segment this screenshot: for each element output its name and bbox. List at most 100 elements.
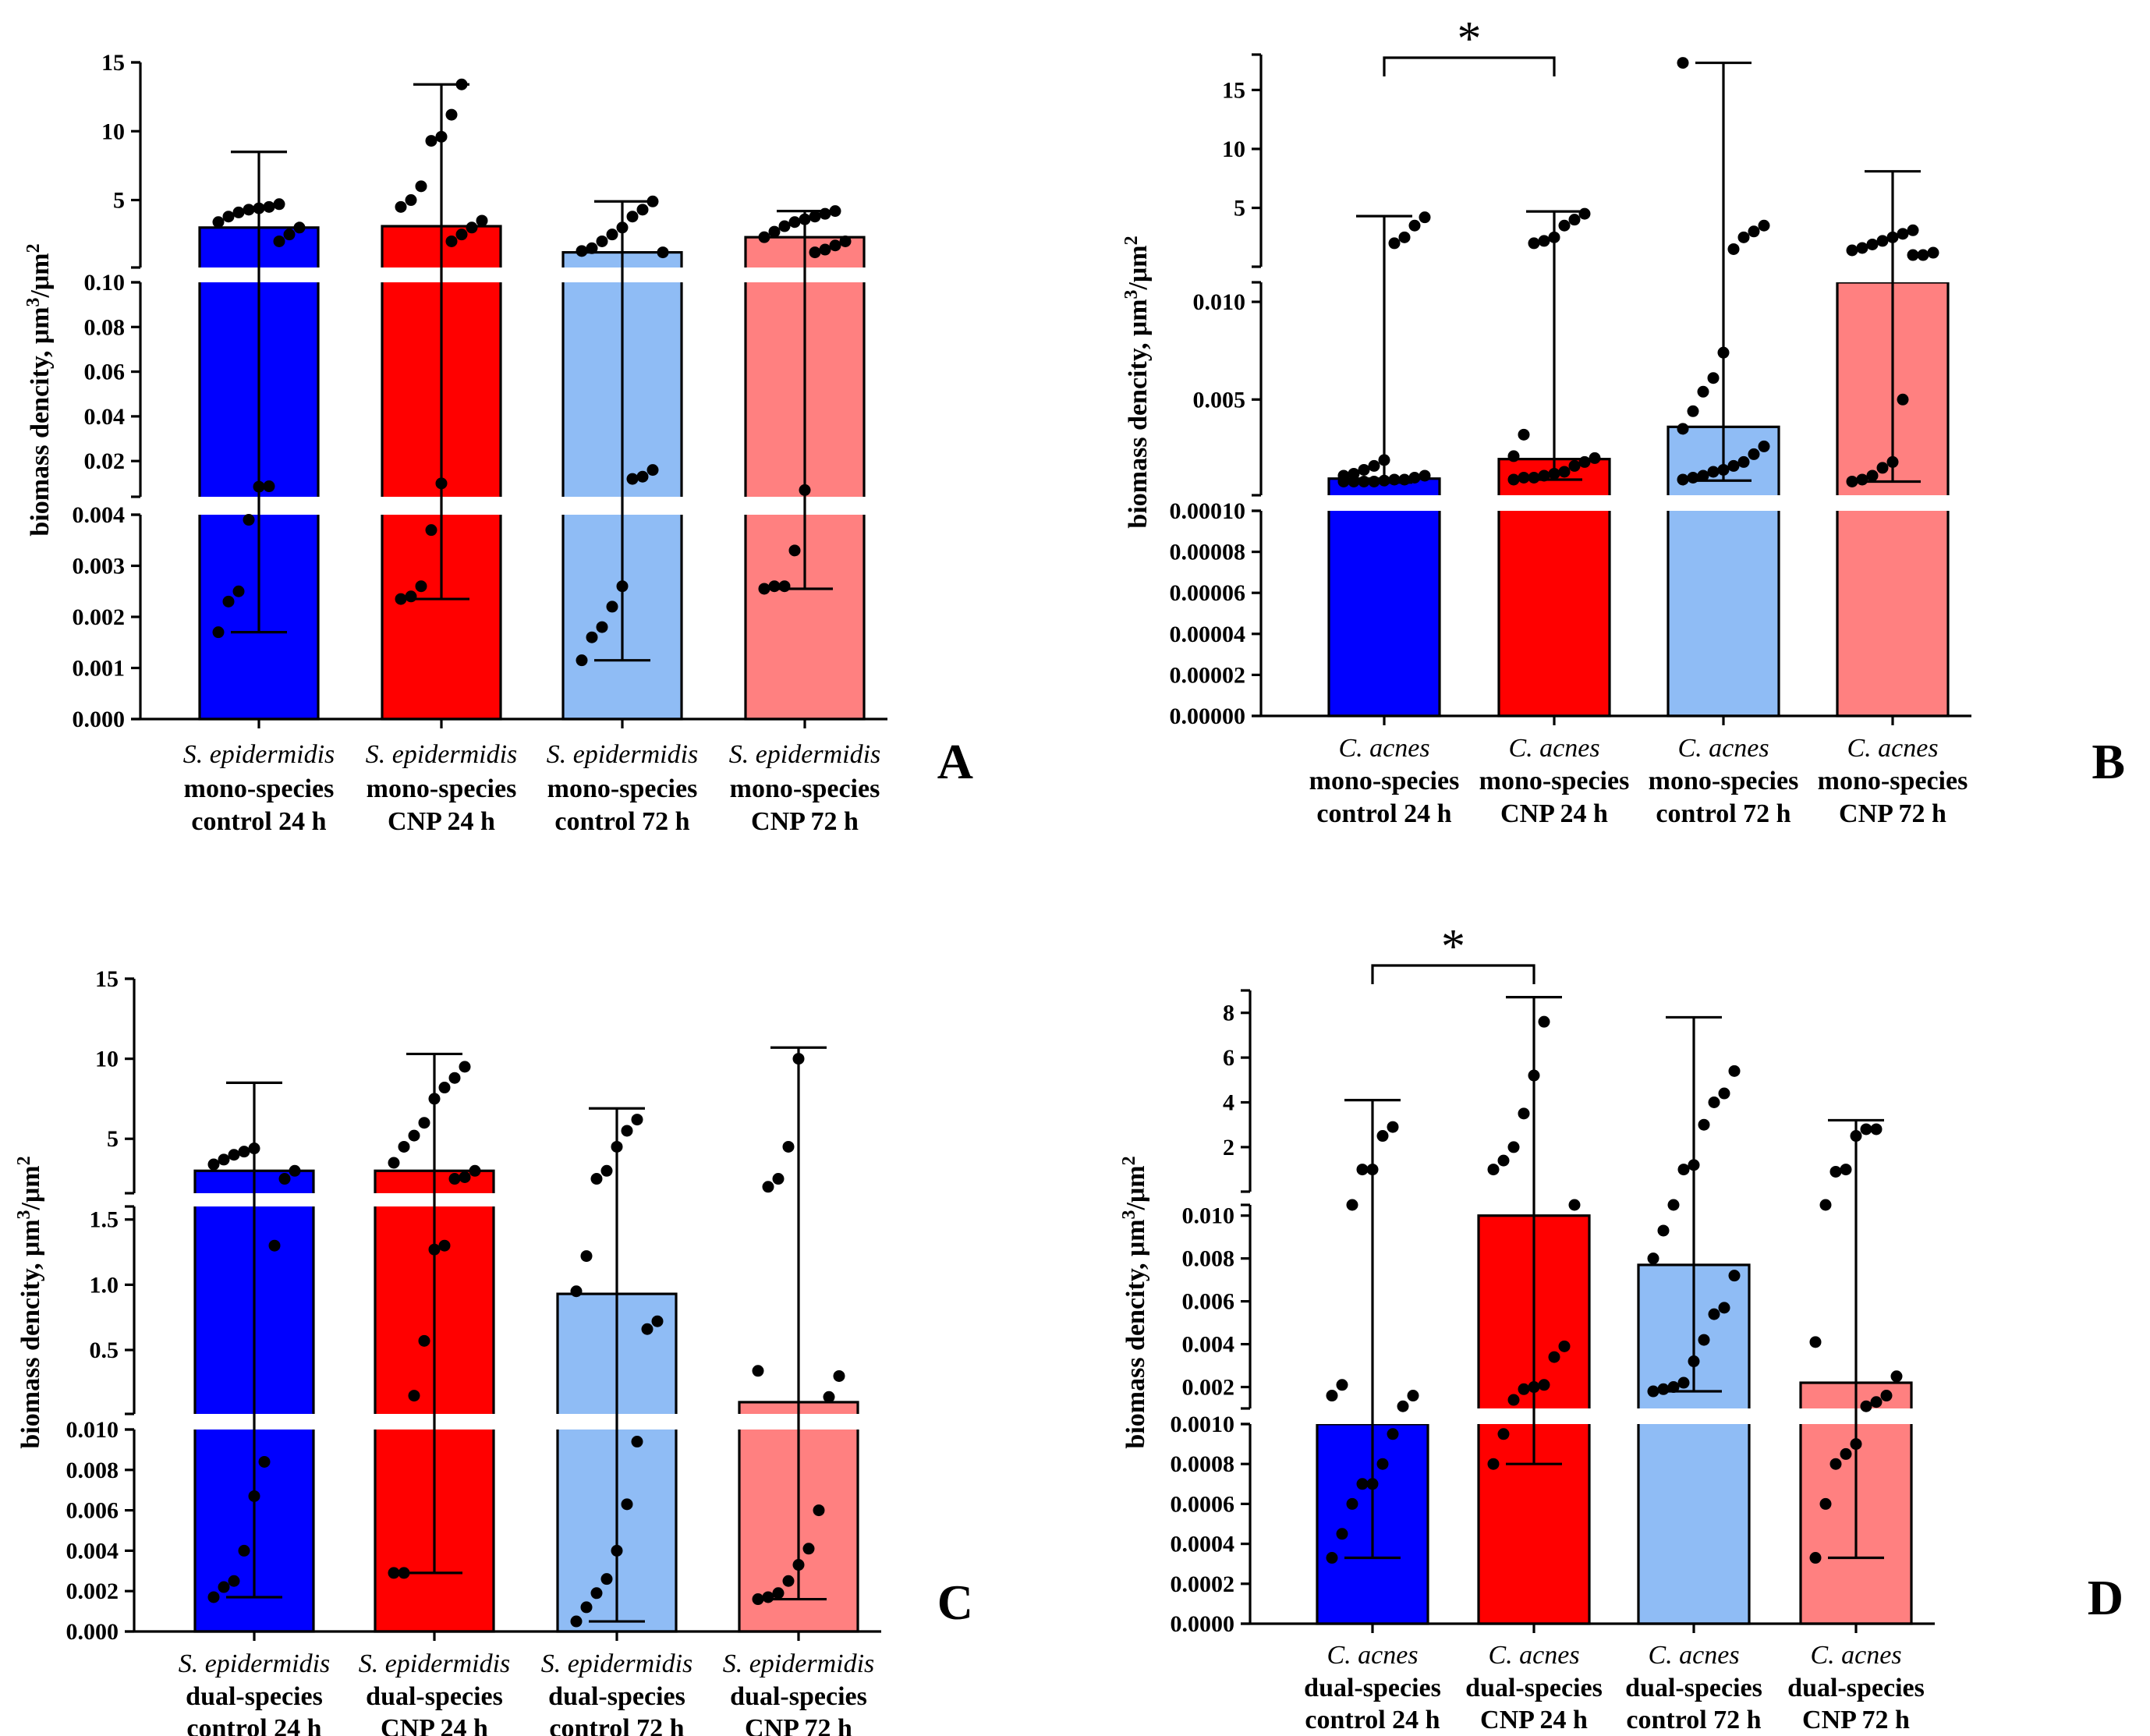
data-point	[768, 580, 781, 593]
data-point	[1358, 463, 1370, 476]
data-point	[418, 1117, 430, 1129]
x-category-species: S. epidermidis	[729, 740, 881, 769]
data-point	[1718, 1087, 1730, 1100]
data-point	[428, 1093, 441, 1105]
data-point	[289, 1164, 301, 1177]
data-point	[405, 194, 417, 207]
data-point	[455, 78, 468, 90]
significance-bracket	[1371, 964, 1535, 984]
data-point	[218, 1153, 230, 1166]
y-tick-label: 8	[1223, 1001, 1234, 1026]
data-point	[476, 214, 488, 227]
x-category-condition: CNP 24 h	[1500, 799, 1608, 828]
data-point	[758, 231, 770, 243]
y-tick-label: 1.5	[90, 1207, 119, 1233]
data-point	[616, 221, 629, 234]
x-category-species: C. acnes	[1810, 1641, 1901, 1670]
data-point	[1356, 1164, 1369, 1176]
data-point	[1376, 1130, 1389, 1143]
data-point	[1856, 473, 1868, 486]
y-tick-label: 0.008	[1182, 1246, 1235, 1272]
data-point	[1708, 1308, 1720, 1320]
data-point	[657, 246, 669, 259]
data-point	[1717, 463, 1730, 476]
data-point	[1876, 462, 1889, 474]
data-point	[1558, 219, 1571, 232]
x-category-condition: control 72 h	[1656, 799, 1790, 828]
data-point	[1398, 231, 1411, 243]
data-point	[1348, 467, 1360, 480]
data-point	[1677, 423, 1689, 435]
data-point	[1876, 235, 1889, 247]
y-tick-label: 0.00008	[1170, 540, 1246, 565]
data-point	[248, 1143, 260, 1155]
data-point	[253, 480, 265, 493]
x-category-condition: CNP 24 h	[388, 807, 495, 836]
x-category-species: C. acnes	[1508, 734, 1599, 763]
y-tick-label: 0.0006	[1171, 1491, 1235, 1517]
data-point	[778, 220, 791, 232]
y-tick-label: 0.0008	[1171, 1451, 1235, 1477]
x-category-species: C. acnes	[1338, 734, 1429, 763]
data-point	[1326, 1390, 1338, 1402]
data-point	[813, 1504, 825, 1517]
data-point	[207, 1591, 220, 1603]
data-point	[626, 473, 639, 485]
significance-bracket	[1383, 56, 1556, 76]
data-point	[408, 1129, 420, 1142]
x-category-type: mono-species	[547, 774, 698, 803]
y-tick-label: 0.00002	[1170, 662, 1246, 688]
x-category-species: C. acnes	[1488, 1641, 1579, 1670]
data-point	[631, 1436, 643, 1448]
axis-break-gap	[1252, 1408, 1921, 1424]
data-point	[1398, 473, 1411, 486]
x-category-type: dual-species	[1625, 1674, 1762, 1702]
data-point	[1819, 1199, 1832, 1211]
data-point	[1718, 1302, 1730, 1314]
data-point	[1647, 1385, 1659, 1398]
data-point	[1846, 244, 1858, 257]
data-point	[1846, 475, 1858, 487]
data-point	[1856, 242, 1868, 254]
y-tick-label: 1.0	[90, 1272, 119, 1298]
data-point	[1697, 385, 1709, 398]
data-point	[1707, 466, 1720, 478]
axis-break-gap	[142, 497, 873, 515]
y-tick-label: 0.0000	[1171, 1611, 1235, 1637]
y-tick-label: 0.010	[1182, 1203, 1235, 1229]
data-point	[1568, 459, 1581, 472]
x-category-type: mono-species	[1479, 767, 1630, 795]
data-point	[408, 1390, 420, 1402]
data-point	[833, 1369, 845, 1382]
y-axis-label-text: biomass dencity, μm	[26, 306, 55, 536]
data-point	[1829, 1458, 1842, 1470]
x-category-type: mono-species	[1649, 767, 1799, 795]
data-point	[570, 1285, 583, 1298]
y-tick-label: 0.005	[1193, 387, 1246, 413]
data-point	[1487, 1458, 1500, 1470]
data-point	[596, 235, 608, 247]
data-point	[228, 1575, 240, 1587]
data-point	[1518, 471, 1530, 484]
data-point	[1850, 1130, 1862, 1143]
data-point	[459, 1171, 471, 1183]
y-tick-label: 15	[101, 50, 125, 76]
x-category-type: mono-species	[730, 774, 880, 803]
data-point	[1917, 249, 1929, 261]
y-axis-label-sup: 2	[1121, 236, 1142, 245]
data-point	[273, 235, 285, 247]
data-point	[1356, 1478, 1369, 1490]
data-point	[1758, 440, 1770, 452]
x-category-species: S. epidermidis	[547, 740, 699, 769]
y-tick-label: 0.10	[84, 270, 126, 296]
data-point	[438, 1239, 451, 1252]
data-point	[819, 207, 831, 220]
x-category-species: S. epidermidis	[183, 740, 335, 769]
data-point	[1538, 1015, 1550, 1028]
data-point	[1657, 1224, 1670, 1237]
y-axis-label-text: /μm	[1124, 245, 1153, 290]
data-point	[636, 470, 649, 483]
data-point	[1366, 1478, 1379, 1490]
data-point	[1507, 450, 1520, 462]
axis-break-gap	[136, 1414, 867, 1430]
